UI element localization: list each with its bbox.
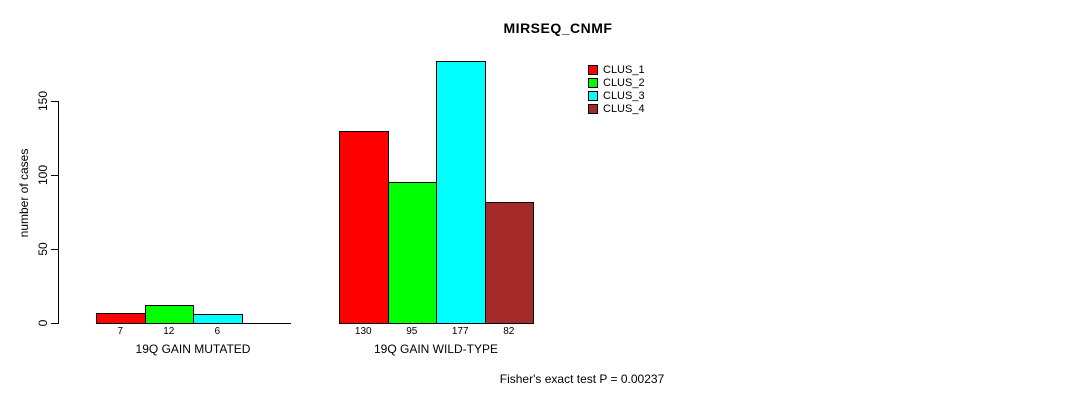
y-axis-tick — [51, 249, 58, 250]
bar-value-label: 7 — [117, 326, 124, 337]
category-label: 19Q GAIN WILD-TYPE — [373, 342, 499, 356]
bar-clus_1 — [96, 313, 146, 324]
legend-swatch — [588, 77, 598, 88]
y-axis-line — [58, 101, 59, 324]
bar-clus_2 — [144, 305, 194, 324]
y-axis-tick-label: 0 — [36, 319, 50, 327]
legend-item-clus_2: CLUS_2 — [588, 76, 645, 89]
bar-value-label: 6 — [214, 326, 221, 337]
y-axis-tick-label: 100 — [36, 164, 50, 186]
bar-value-label: 130 — [354, 326, 372, 337]
bar-clus_4-zero — [241, 323, 291, 324]
y-axis-tick — [51, 175, 58, 176]
legend-swatch — [588, 64, 598, 75]
bar-clus_4 — [484, 202, 534, 324]
bar-value-label: 177 — [451, 326, 469, 337]
legend-swatch — [588, 103, 598, 114]
bar-clus_3 — [193, 314, 243, 324]
category-label: 19Q GAIN MUTATED — [135, 342, 251, 356]
legend-item-clus_1: CLUS_1 — [588, 63, 645, 76]
y-axis-tick — [51, 101, 58, 102]
annotation-text: Fisher's exact test P = 0.00237 — [499, 372, 665, 386]
bar-clus_3 — [436, 61, 486, 324]
bar-clus_2 — [387, 182, 437, 324]
legend-label: CLUS_3 — [603, 89, 645, 102]
legend-label: CLUS_1 — [603, 63, 645, 76]
legend-item-clus_3: CLUS_3 — [588, 89, 645, 102]
legend: CLUS_1 CLUS_2 CLUS_3 CLUS_4 — [588, 63, 645, 115]
y-axis-tick — [51, 323, 58, 324]
legend-swatch — [588, 90, 598, 101]
legend-label: CLUS_2 — [603, 76, 645, 89]
legend-item-clus_4: CLUS_4 — [588, 102, 645, 115]
y-axis-tick-label: 50 — [36, 242, 50, 256]
y-axis-tick-label: 150 — [36, 90, 50, 112]
chart-title: MIRSEQ_CNMF — [503, 20, 613, 36]
bar-value-label: 82 — [503, 326, 515, 337]
legend-label: CLUS_4 — [603, 102, 645, 115]
bar-value-label: 12 — [163, 326, 175, 337]
y-axis-label: number of cases — [17, 148, 31, 238]
bar-value-label: 95 — [406, 326, 418, 337]
bar-clus_1 — [339, 131, 389, 324]
